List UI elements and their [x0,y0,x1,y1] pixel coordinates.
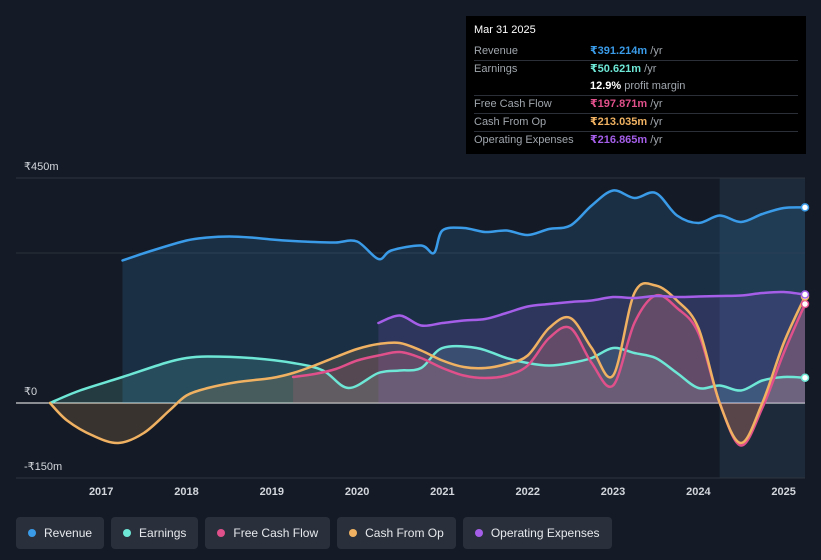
x-tick-label: 2017 [89,486,113,498]
tooltip-row-label [474,78,590,95]
tooltip-row-value: ₹50.621m /yr [590,63,657,75]
x-tick-label: 2024 [686,486,711,498]
tooltip-row-value: 12.9% profit margin [590,80,686,92]
tooltip-row-value: ₹213.035m /yr [590,116,663,128]
series-areas [50,190,805,446]
tooltip-row: Cash From Op ₹213.035m /yr [474,113,798,131]
end-marker-revenue [800,203,810,212]
x-tick-label: 2023 [601,486,625,498]
end-marker-free-cash-flow [800,299,810,309]
x-tick-label: 2025 [771,486,795,498]
tooltip-row-label: Operating Expenses [474,134,574,146]
legend-dot-icon [474,529,483,537]
line-revenue [121,189,807,262]
legend-dot-icon [217,529,226,537]
series-lines [48,189,807,447]
tooltip-row: Earnings ₹50.621m /yr [474,60,798,78]
tooltip-row-value: ₹216.865m /yr [590,134,663,146]
y-label-zero: ₹0 [24,386,37,398]
tooltip-date: Mar 31 2025 [474,24,536,36]
tooltip-rows: Revenue ₹391.214m /yr Earnings ₹50.621m /yr… [474,43,798,149]
tooltip-row-label: Free Cash Flow [474,98,552,110]
legend-dot-icon [28,529,36,537]
tooltip-row-value: ₹391.214m /yr [590,45,663,57]
legend-label: Revenue [44,526,93,540]
tooltip-row-label: Revenue [474,45,519,57]
y-label-bottom: -₹150m [24,461,62,473]
legend-dot-icon [349,529,358,537]
legend-label: Free Cash Flow [233,526,319,540]
axis-labels: ₹450m ₹0 -₹150m [24,161,62,473]
x-tick-labels: 2017 2018 2019 2020 2021 2022 2023 2024 2025 [89,486,796,498]
legend-item-operating-expenses[interactable]: Operating Expenses [462,517,612,549]
legend-label: Operating Expenses [490,526,600,540]
end-marker-operating-expenses [800,290,810,299]
x-tick-label: 2022 [515,486,539,498]
legend-dot-icon [123,529,132,537]
x-tick-label: 2018 [174,486,198,498]
tooltip-row: Revenue ₹391.214m /yr [474,43,798,60]
line-operating-expenses [377,290,807,328]
legend-item-revenue[interactable]: Revenue [16,517,105,549]
end-marker-earnings [800,373,810,382]
chart-legend: Revenue Earnings Free Cash Flow Cash From O… [16,517,612,549]
area-revenue [122,190,805,403]
x-tick-label: 2021 [430,486,454,498]
y-label-top: ₹450m [24,161,59,173]
line-cash-from-op [48,281,807,445]
legend-label: Cash From Op [365,526,444,540]
legend-item-cash-from-op[interactable]: Cash From Op [337,517,456,549]
area-free-cash-flow [293,295,805,446]
x-tick-label: 2019 [260,486,284,498]
data-tooltip: Mar 31 2025 Revenue ₹391.214m /yr Earnings… [466,16,806,154]
tooltip-row-label: Cash From Op [474,116,547,128]
legend-item-earnings[interactable]: Earnings [111,517,199,549]
line-earnings [48,344,807,405]
tooltip-row-label: Earnings [474,63,518,75]
tooltip-row: 12.9% profit margin [474,78,798,95]
tooltip-row: Operating Expenses ₹216.865m /yr [474,131,798,149]
x-tick-label: 2020 [345,486,369,498]
legend-item-free-cash-flow[interactable]: Free Cash Flow [205,517,331,549]
end-markers [800,203,810,382]
tooltip-row-value: ₹197.871m /yr [590,98,663,110]
tooltip-row: Free Cash Flow ₹197.871m /yr [474,95,798,113]
chart-area: ₹450m ₹0 -₹150m 2017 2018 2019 2020 2021 2022… [16,161,810,498]
area-earnings [50,346,805,403]
legend-label: Earnings [139,526,187,540]
